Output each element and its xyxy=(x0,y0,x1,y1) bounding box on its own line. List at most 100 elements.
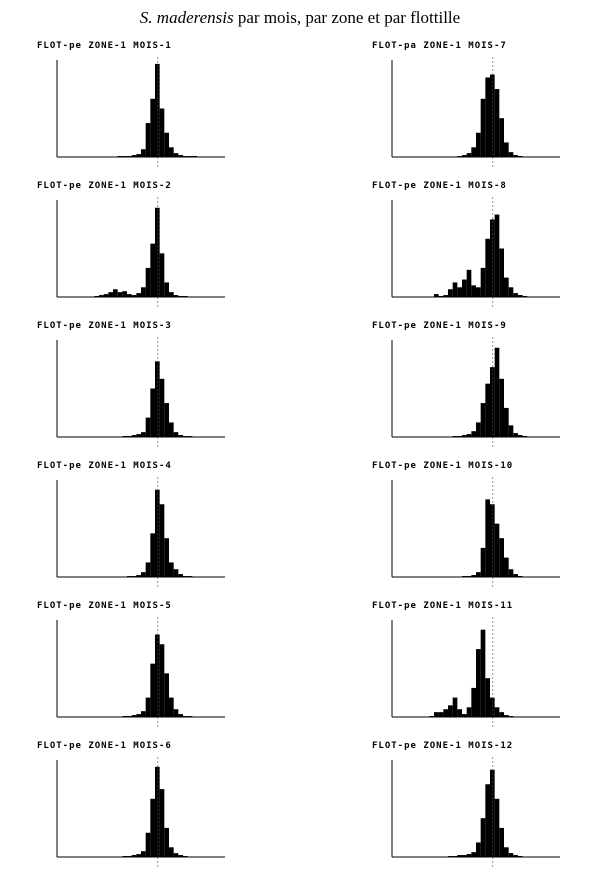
bar xyxy=(466,854,472,857)
panel-title: FLOT-pe ZONE-1 MOIS-1 xyxy=(37,41,172,51)
bar xyxy=(508,287,514,297)
bar xyxy=(145,832,151,857)
bar xyxy=(164,132,169,157)
bar xyxy=(127,856,132,857)
bar xyxy=(508,716,514,717)
bar xyxy=(155,766,160,857)
bar xyxy=(513,574,518,577)
bar xyxy=(169,562,174,577)
bar xyxy=(508,425,514,437)
bar xyxy=(443,295,448,297)
page-title: S. maderensis par mois, par zone et par … xyxy=(0,8,600,28)
bar xyxy=(513,855,518,857)
bar xyxy=(499,538,504,577)
bar xyxy=(457,287,462,297)
bar xyxy=(466,269,472,297)
bar xyxy=(485,77,490,157)
bar xyxy=(462,279,467,297)
bar xyxy=(183,856,188,857)
bar xyxy=(103,294,109,297)
bar xyxy=(136,434,141,437)
bar xyxy=(499,248,504,297)
bar xyxy=(480,403,486,437)
bar xyxy=(178,574,183,577)
bar xyxy=(183,156,188,157)
bar xyxy=(471,431,476,437)
panel-title: FLOT-pe ZONE-1 MOIS-5 xyxy=(37,601,172,611)
bar xyxy=(173,569,179,577)
bar xyxy=(159,644,165,717)
panel-title: FLOT-pe ZONE-1 MOIS-11 xyxy=(372,601,513,611)
panel-title: FLOT-pa ZONE-1 MOIS-7 xyxy=(372,41,507,51)
bar xyxy=(122,291,127,297)
bar xyxy=(513,293,518,297)
bar xyxy=(113,289,118,297)
bar xyxy=(155,634,160,717)
bar xyxy=(452,436,458,437)
bar xyxy=(522,296,528,297)
bar xyxy=(178,855,183,857)
bar xyxy=(462,155,467,157)
panel-title: FLOT-pe ZONE-1 MOIS-4 xyxy=(37,461,172,471)
bar xyxy=(466,707,472,717)
bar xyxy=(136,293,141,297)
bar xyxy=(513,433,518,437)
bar xyxy=(457,709,462,717)
bar xyxy=(169,147,174,157)
bar xyxy=(164,673,169,717)
bar xyxy=(457,156,462,157)
bar xyxy=(490,219,495,297)
bar xyxy=(155,207,160,297)
bar xyxy=(434,712,439,717)
bar xyxy=(141,851,146,857)
bar xyxy=(127,436,132,437)
bar xyxy=(127,576,132,577)
bar xyxy=(150,798,155,857)
bar xyxy=(99,295,104,297)
bar xyxy=(173,853,179,857)
bar xyxy=(429,716,434,717)
bar xyxy=(494,214,500,297)
bar xyxy=(122,856,127,857)
bar xyxy=(518,295,523,297)
bar xyxy=(183,296,188,297)
bar xyxy=(504,277,509,297)
bar xyxy=(499,118,504,157)
bar xyxy=(490,769,495,857)
panel-title: FLOT-pe ZONE-1 MOIS-6 xyxy=(37,741,172,751)
bar xyxy=(127,716,132,717)
bar xyxy=(159,504,165,577)
bar xyxy=(150,533,155,577)
bar xyxy=(471,285,476,297)
bar xyxy=(452,856,458,857)
bar xyxy=(485,784,490,857)
bar xyxy=(494,798,500,857)
bar xyxy=(150,388,155,437)
bar xyxy=(164,403,169,437)
bar xyxy=(513,155,518,157)
panel-title: FLOT-pe ZONE-1 MOIS-8 xyxy=(372,181,507,191)
bar xyxy=(504,847,509,857)
bar xyxy=(457,855,462,857)
bar xyxy=(476,572,481,577)
bar xyxy=(164,827,169,857)
bar xyxy=(169,422,174,437)
bar xyxy=(131,715,137,717)
bar xyxy=(178,296,183,297)
bar xyxy=(136,854,141,857)
bar xyxy=(187,716,193,717)
bar xyxy=(462,576,467,577)
bar xyxy=(490,504,495,577)
bar xyxy=(178,435,183,437)
bar xyxy=(508,853,514,857)
bar xyxy=(522,436,528,437)
bar xyxy=(169,697,174,717)
bar xyxy=(476,422,481,437)
bar xyxy=(485,383,490,437)
bar xyxy=(192,156,197,157)
bar xyxy=(141,711,146,717)
bar xyxy=(131,295,137,297)
bar xyxy=(145,697,151,717)
